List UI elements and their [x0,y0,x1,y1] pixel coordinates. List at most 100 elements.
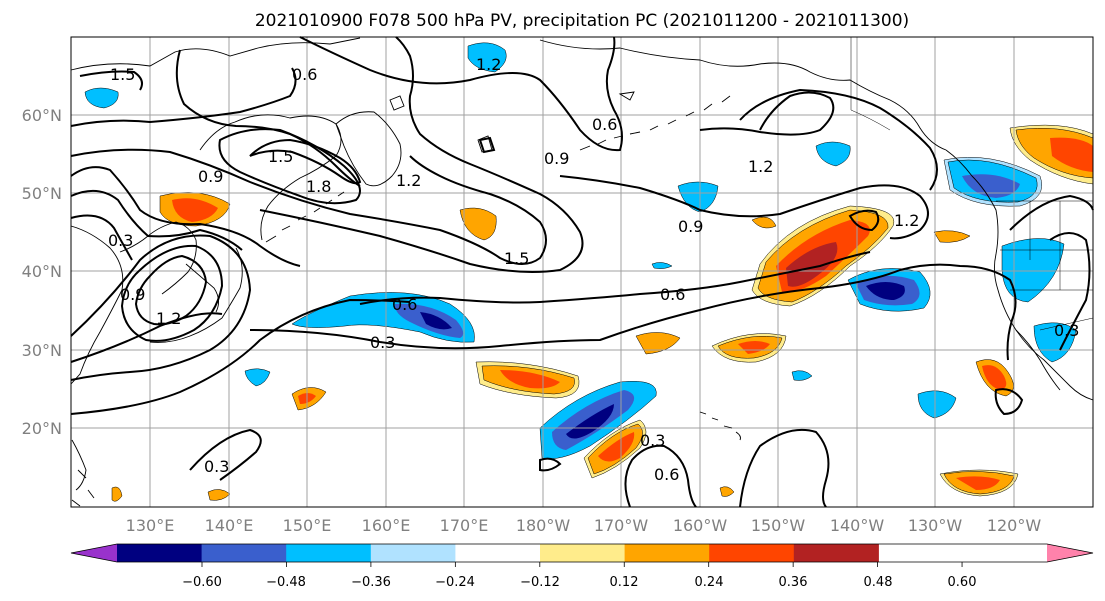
pv-contour [70,312,223,363]
border-canada-alaska [850,37,891,131]
pv-contour [249,138,362,185]
pv-contour [699,91,835,136]
pv-contour [1009,194,1094,231]
pv-contour-label: 0.6 [660,285,685,304]
colorbar-swatch [540,544,626,562]
pv-contour-label: 0.9 [544,149,569,168]
longitude-labels: 130°E 140°E 150°E 160°E 170°E 180°W 170°… [126,516,1042,535]
coastline-japan [149,247,243,343]
colorbar-swatch [793,544,879,562]
coastline-kamchatka [335,111,402,187]
pv-contour-label: 1.2 [476,55,501,74]
colorbar-tick-label: 0.60 [948,575,977,590]
colorbar-swatch [117,544,203,562]
colorbar-swatches [71,544,1093,562]
pv-contour-label: 1.5 [504,249,529,268]
colorbar-swatch [201,544,287,562]
precip-area [933,230,971,243]
pv-contour [559,175,929,240]
colorbar-swatch [370,544,456,562]
coastline-taiwan [71,439,87,491]
coastline-philippines [71,469,95,507]
pv-contour [249,263,1017,361]
pv-contour [120,244,224,342]
precip-area [956,476,1000,490]
pv-contour-labels: 1.5 0.6 1.2 0.6 1.5 1.8 0.9 1.2 0.9 1.2 … [108,55,1079,484]
precip-area [84,87,119,109]
pv-contour-label: 0.3 [370,333,395,352]
precip-area [738,341,770,354]
coastlines [70,37,1094,507]
pv-contour [70,234,252,381]
colorbar-tick-label: −0.60 [182,575,222,590]
pv-contours [70,36,1094,508]
pv-contour [175,49,361,187]
coastline-east-asia [70,221,197,385]
precip-area [1001,238,1065,303]
colorbar-outline [70,543,1094,563]
pv-contour-label: 0.9 [198,167,223,186]
pv-contour-label: 1.5 [110,65,135,84]
pv-contour [70,166,301,267]
lat-label: 40°N [22,262,62,281]
coastline-asia-north [70,37,361,241]
pv-contour-label: 0.3 [1054,321,1079,340]
border-usa-mexico [1039,317,1094,331]
lon-label: 120°W [987,516,1042,535]
precip-area [651,262,673,269]
colorbar-tick-label: 0.36 [779,575,808,590]
lon-label: 140°E [205,516,254,535]
precip-area [459,207,497,241]
pv-contour [739,88,938,191]
pv-contour-label: 0.6 [392,295,417,314]
lon-label: 160°E [362,516,411,535]
precip-area [786,242,838,287]
coastline-aleutians [579,95,731,151]
border-us-states [1000,201,1093,291]
lat-label: 20°N [22,419,62,438]
pv-contour-label: 0.3 [640,431,665,450]
lon-label: 170°W [594,516,649,535]
precip-area [207,489,231,501]
precip-shading [84,42,1094,502]
graticule [71,37,1093,507]
colorbar-ticks [201,562,963,567]
lon-label: 150°W [751,516,806,535]
lat-label: 60°N [22,106,62,125]
precip-positive-areas [111,124,1094,502]
pv-contour [359,251,871,305]
colorbar-tick-label: −0.12 [520,575,560,590]
pv-contour [478,136,496,154]
figure-title: 2021010900 F078 500 hPa PV, precipitatio… [255,11,909,31]
pv-contour-label: 0.9 [120,285,145,304]
colorbar-tick-label: 0.12 [610,575,639,590]
precip-area [815,141,851,167]
coastline-alaska [539,39,947,151]
precip-area [1033,322,1077,363]
pv-contour [994,388,1024,416]
political-borders [850,37,1094,331]
pv-contour-label: 1.5 [268,147,293,166]
pv-contour [848,209,880,232]
pv-contour-label: 1.2 [894,211,919,230]
pv-contour [70,298,411,415]
coastline-baja [1015,329,1061,391]
precip-area [866,282,905,300]
pv-contour-label: 0.6 [654,465,679,484]
pv-contour [218,128,361,205]
map-frame [70,36,1094,508]
lon-label: 180°W [516,516,571,535]
pv-contour [79,70,143,91]
precip-area [598,432,635,462]
colorbar-tick-label: −0.24 [435,575,475,590]
pv-contour-label: 0.9 [678,217,703,236]
map-panel: 1.5 0.6 1.2 0.6 1.5 1.8 0.9 1.2 0.9 1.2 … [70,36,1094,508]
pv-contour-label: 0.6 [592,115,617,134]
lat-label: 30°N [22,341,62,360]
pv-contour-label: 1.2 [748,157,773,176]
pv-contour [739,428,830,508]
pv-contour-label: 0.3 [108,231,133,250]
precip-area [917,390,957,419]
pv-contour-label: 1.8 [306,177,331,196]
